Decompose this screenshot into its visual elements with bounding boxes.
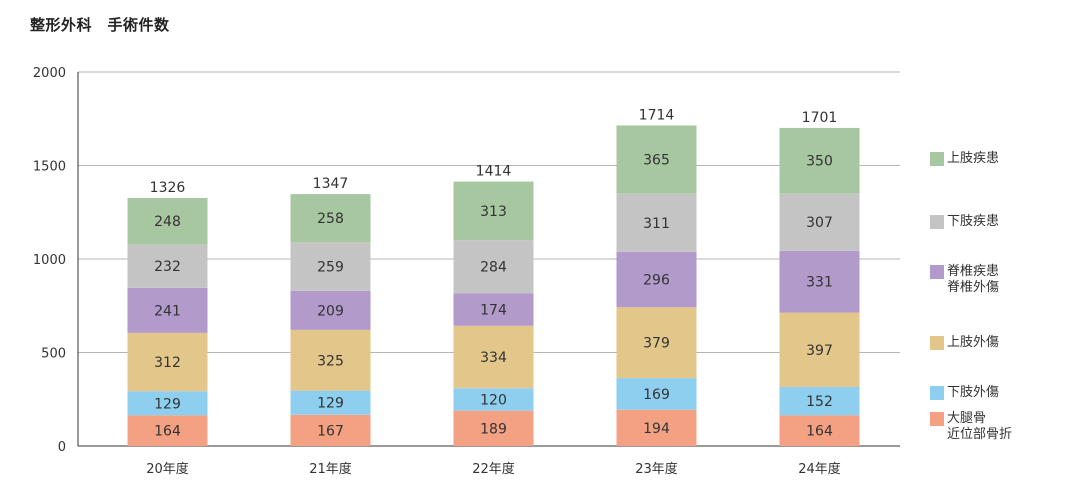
x-tick-label: 23年度 [635,461,678,477]
y-tick-label: 0 [58,440,66,455]
data-label: 174 [480,302,507,318]
y-tick-label: 1000 [33,253,66,268]
data-label: 284 [480,260,507,276]
bar-segment [616,251,697,308]
x-tick-label: 20年度 [146,461,189,477]
bar-segment [453,325,534,389]
y-tick-label: 2000 [33,66,66,81]
data-label: 167 [317,423,344,439]
legend-item: 脊椎疾患 脊椎外傷 [930,264,999,296]
data-label: 189 [480,421,507,437]
data-label: 350 [806,154,833,170]
bar-segment [616,193,697,252]
y-tick-label: 500 [41,347,66,362]
bar-segment [616,378,697,410]
legend-item: 大腿骨 近位部骨折 [930,411,1012,443]
data-label: 258 [317,211,344,227]
data-label: 209 [317,303,344,319]
bar-segment [779,127,860,194]
total-label: 1701 [802,110,838,126]
x-tick-label: 21年度 [309,461,352,477]
data-label: 312 [154,355,181,371]
data-label: 379 [643,336,670,352]
bar-segment [127,244,208,288]
bar-segment [127,198,208,245]
bar-segment [127,391,208,416]
bar-segment [127,332,208,392]
bar-segment [779,386,860,416]
data-label: 164 [806,424,833,440]
data-label: 120 [480,392,507,408]
chart-title: 整形外科 手術件数 [30,16,170,34]
legend-item: 下肢外傷 [930,385,999,401]
data-label: 129 [317,396,344,412]
legend-swatch [930,386,944,400]
legend-swatch [930,336,944,350]
bar-segment [779,312,860,387]
bar-segment [290,329,371,391]
bar-segment [453,181,534,241]
bar-segment [779,415,860,446]
bar-segment [453,410,534,446]
data-label: 311 [643,216,670,232]
legend-label: 脊椎疾患 脊椎外傷 [947,264,1000,295]
bar-segment [453,388,534,411]
legend-swatch [930,412,944,426]
data-label: 365 [643,153,670,169]
legend-swatch [930,152,944,166]
legend-label: 上肢疾患 [947,151,1000,166]
data-label: 325 [317,353,344,369]
data-label: 241 [154,303,181,319]
bar-segment [127,287,208,333]
legend-item: 下肢疾患 [930,214,999,230]
data-label: 194 [643,421,670,437]
legend-item: 上肢疾患 [930,151,999,167]
x-tick-label: 24年度 [798,461,841,477]
data-label: 248 [154,214,181,230]
legend-label: 下肢外傷 [947,385,1000,400]
data-label: 397 [806,343,833,359]
data-label: 296 [643,273,670,289]
bar-segment [290,242,371,291]
labels-layer: 0 500 1000 1500 2000 164 129 312 241 232 248 1326 20… [33,66,841,477]
bar-segment [290,194,371,243]
data-label: 169 [643,387,670,403]
data-label: 331 [806,275,833,291]
legend-label: 下肢疾患 [947,214,1000,229]
data-label: 307 [806,215,833,231]
total-label: 1414 [476,164,512,180]
bar-segment [616,409,697,446]
bar-segment [127,415,208,446]
bar-segment [779,250,860,313]
data-label: 129 [154,396,181,412]
bar-segment [290,414,371,446]
data-label: 334 [480,350,507,366]
legend-label: 上肢外傷 [947,335,1000,350]
data-label: 164 [154,424,181,440]
data-label: 313 [480,204,507,220]
total-label: 1347 [313,176,349,192]
bar-segment [290,290,371,330]
bar-segment [779,193,860,251]
bar-segment [453,240,534,294]
total-label: 1326 [150,180,186,196]
x-tick-label: 22年度 [472,461,515,477]
bar-segment [290,390,371,415]
bar-segment [616,125,697,194]
bar-segment [616,307,697,379]
total-label: 1714 [639,107,675,123]
data-label: 152 [806,394,833,410]
bar-segment [453,293,534,326]
legend-item: 上肢外傷 [930,335,999,351]
data-label: 232 [154,259,181,275]
data-label: 259 [317,260,344,276]
legend-swatch [930,215,944,229]
legend-label: 大腿骨 近位部骨折 [947,411,1013,442]
y-tick-label: 1500 [33,160,66,175]
legend-swatch [930,265,944,279]
bars-layer [127,125,860,446]
